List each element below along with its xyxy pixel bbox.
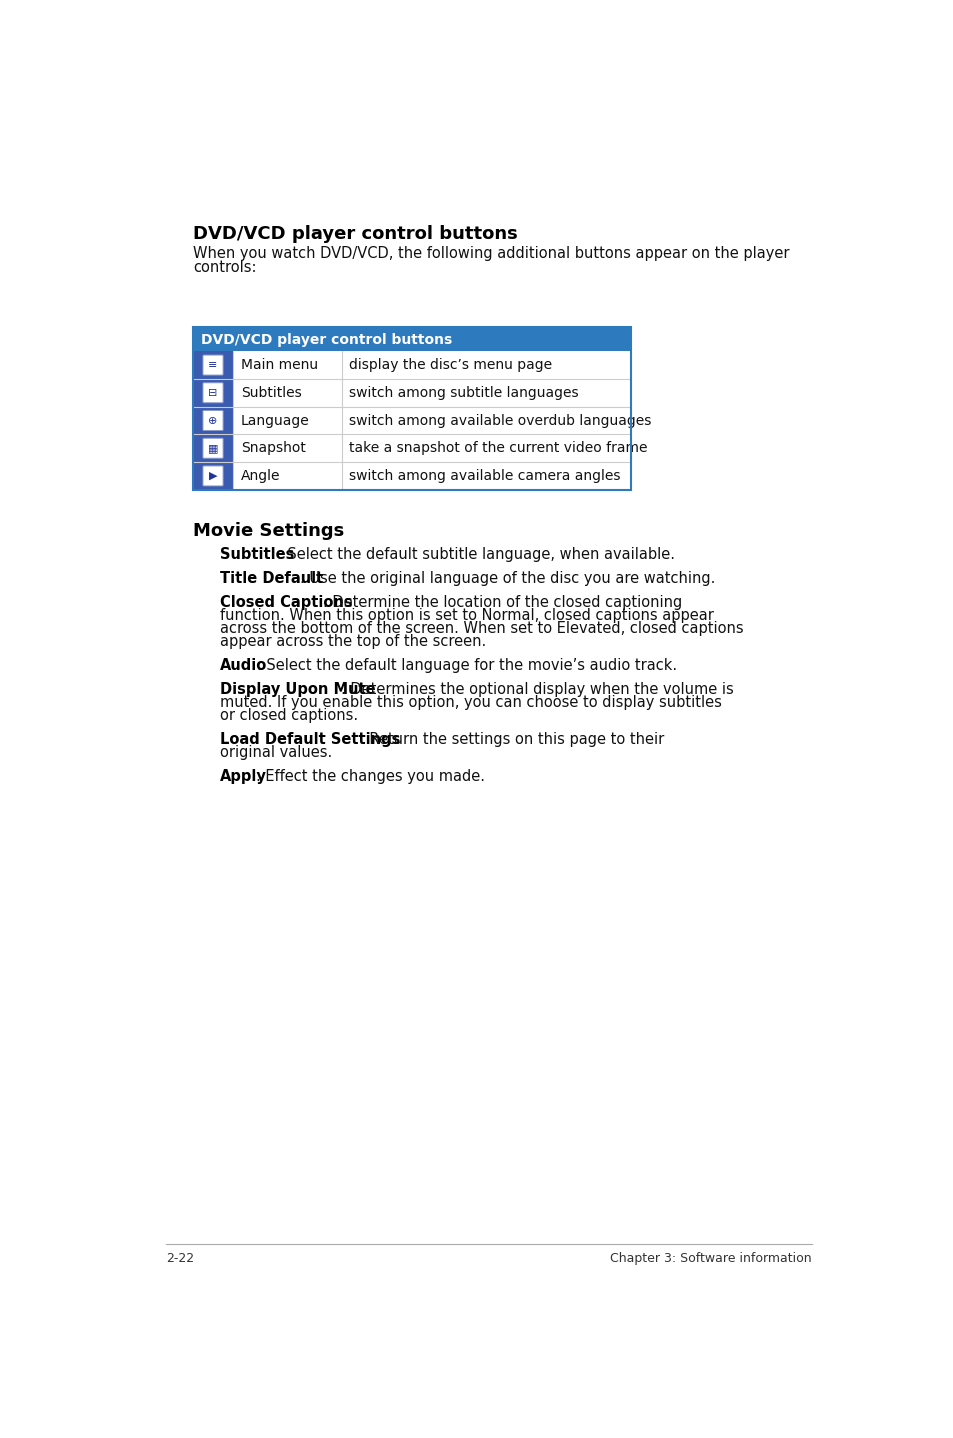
FancyBboxPatch shape — [203, 466, 223, 486]
FancyBboxPatch shape — [203, 355, 223, 375]
Text: Subtitles: Subtitles — [220, 546, 294, 562]
Text: or closed captions.: or closed captions. — [220, 707, 357, 723]
Bar — [193, 326, 630, 490]
Bar — [193, 351, 233, 380]
Bar — [193, 326, 630, 351]
Text: function. When this option is set to Normal, closed captions appear: function. When this option is set to Nor… — [220, 608, 713, 623]
Text: Language: Language — [241, 414, 310, 427]
Text: . Determine the location of the closed captioning: . Determine the location of the closed c… — [322, 594, 681, 610]
Text: Snapshot: Snapshot — [241, 441, 306, 456]
Text: When you watch DVD/VCD, the following additional buttons appear on the player: When you watch DVD/VCD, the following ad… — [193, 246, 788, 262]
Text: switch among subtitle languages: switch among subtitle languages — [349, 385, 578, 400]
Text: controls:: controls: — [193, 260, 256, 275]
FancyBboxPatch shape — [203, 383, 223, 403]
Text: Audio: Audio — [220, 657, 267, 673]
Text: 2-22: 2-22 — [166, 1252, 193, 1265]
Bar — [193, 380, 233, 407]
Text: . Use the original language of the disc you are watching.: . Use the original language of the disc … — [299, 571, 715, 585]
Text: ⊕: ⊕ — [208, 416, 217, 426]
Text: Movie Settings: Movie Settings — [193, 522, 344, 541]
Text: ≡: ≡ — [208, 360, 217, 370]
Text: original values.: original values. — [220, 745, 332, 759]
Bar — [193, 407, 233, 434]
Text: Title Default: Title Default — [220, 571, 323, 585]
Text: display the disc’s menu page: display the disc’s menu page — [349, 358, 552, 372]
Text: ▶: ▶ — [209, 470, 217, 480]
FancyBboxPatch shape — [203, 410, 223, 430]
Bar — [193, 434, 233, 462]
Text: ⊟: ⊟ — [208, 388, 217, 398]
Text: Display Upon Mute: Display Upon Mute — [220, 682, 375, 696]
Text: DVD/VCD player control buttons: DVD/VCD player control buttons — [200, 332, 452, 347]
Text: . Determines the optional display when the volume is: . Determines the optional display when t… — [340, 682, 733, 696]
Text: Load Default Settings: Load Default Settings — [220, 732, 400, 746]
Text: Apply: Apply — [220, 768, 267, 784]
FancyBboxPatch shape — [203, 439, 223, 459]
Text: . Effect the changes you made.: . Effect the changes you made. — [256, 768, 485, 784]
Text: Subtitles: Subtitles — [241, 385, 301, 400]
Text: ▦: ▦ — [208, 443, 218, 453]
Text: switch among available camera angles: switch among available camera angles — [349, 469, 620, 483]
Text: across the bottom of the screen. When set to Elevated, closed captions: across the bottom of the screen. When se… — [220, 621, 742, 636]
Text: Main menu: Main menu — [241, 358, 317, 372]
Text: appear across the top of the screen.: appear across the top of the screen. — [220, 634, 486, 649]
Text: take a snapshot of the current video frame: take a snapshot of the current video fra… — [349, 441, 647, 456]
Text: muted. If you enable this option, you can choose to display subtitles: muted. If you enable this option, you ca… — [220, 695, 721, 709]
Text: DVD/VCD player control buttons: DVD/VCD player control buttons — [193, 224, 517, 243]
Text: . Return the settings on this page to their: . Return the settings on this page to th… — [359, 732, 663, 746]
Bar — [193, 462, 233, 490]
Text: Chapter 3: Software information: Chapter 3: Software information — [610, 1252, 811, 1265]
Text: switch among available overdub languages: switch among available overdub languages — [349, 414, 651, 427]
Text: . Select the default subtitle language, when available.: . Select the default subtitle language, … — [277, 546, 674, 562]
Text: . Select the default language for the movie’s audio track.: . Select the default language for the mo… — [256, 657, 676, 673]
Text: Closed Captions: Closed Captions — [220, 594, 353, 610]
Text: Angle: Angle — [241, 469, 280, 483]
